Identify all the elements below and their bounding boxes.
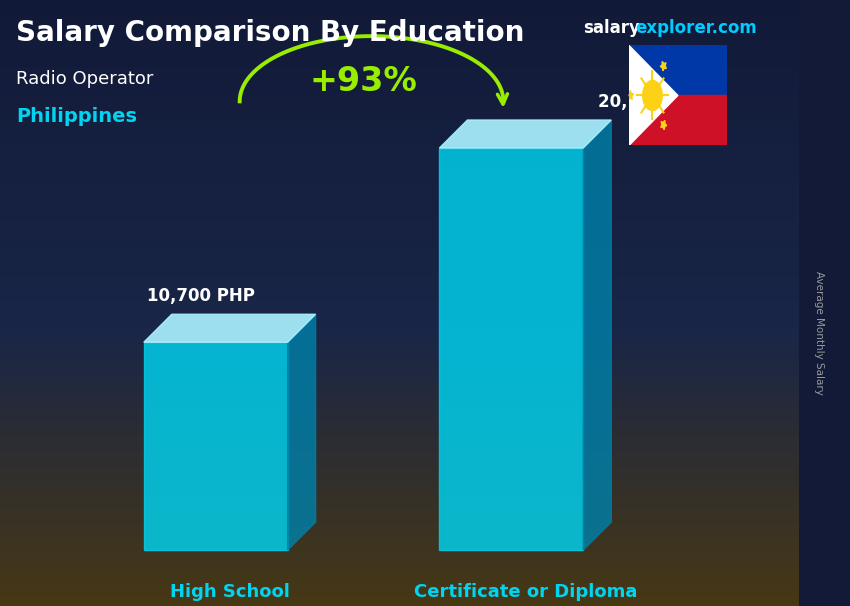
- Polygon shape: [439, 120, 611, 148]
- Bar: [144, 342, 287, 550]
- Polygon shape: [144, 315, 315, 342]
- Polygon shape: [583, 120, 611, 550]
- Text: Salary Comparison By Education: Salary Comparison By Education: [16, 19, 524, 47]
- Polygon shape: [287, 315, 315, 550]
- Text: Certificate or Diploma: Certificate or Diploma: [414, 583, 637, 601]
- Text: Philippines: Philippines: [16, 107, 137, 126]
- Bar: [629, 95, 727, 145]
- Text: Average Monthly Salary: Average Monthly Salary: [814, 271, 824, 395]
- Polygon shape: [627, 90, 633, 99]
- Polygon shape: [660, 61, 666, 71]
- Bar: [439, 148, 583, 550]
- Text: salary: salary: [583, 19, 640, 36]
- Text: 20,700 PHP: 20,700 PHP: [598, 93, 706, 111]
- Circle shape: [643, 81, 662, 110]
- Text: Radio Operator: Radio Operator: [16, 70, 153, 88]
- Text: explorer.com: explorer.com: [635, 19, 757, 36]
- Text: High School: High School: [170, 583, 290, 601]
- Text: +93%: +93%: [309, 65, 417, 98]
- Polygon shape: [629, 45, 677, 145]
- Text: 10,700 PHP: 10,700 PHP: [147, 287, 255, 305]
- Bar: [629, 45, 727, 95]
- Polygon shape: [660, 121, 666, 130]
